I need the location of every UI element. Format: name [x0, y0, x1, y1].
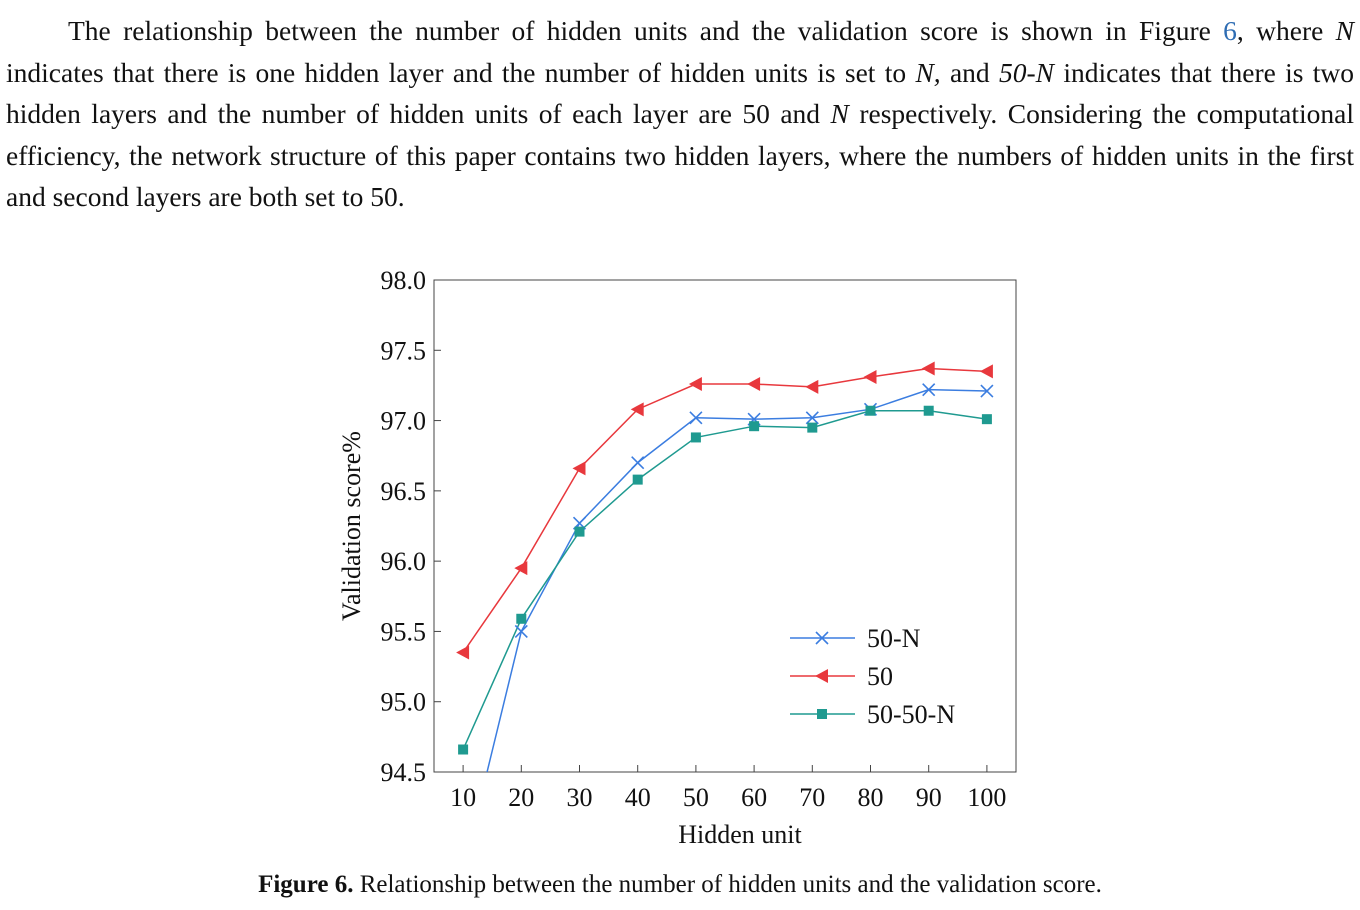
data-point-50 — [979, 364, 993, 379]
data-point-50 — [456, 645, 470, 660]
x-axis: 10 20 30 40 50 60 70 80 90 100 — [450, 765, 1006, 812]
paragraph-text: respectively. Considering the computatio… — [6, 98, 1355, 212]
data-point-50 — [747, 377, 761, 392]
figure-reference-link[interactable]: 6 — [1223, 15, 1237, 46]
series-line-50 — [462, 367, 987, 653]
x-tick-label: 40 — [625, 783, 651, 812]
data-point-50 — [630, 402, 644, 417]
paragraph-text: indicates that there is one hidden layer… — [6, 56, 907, 88]
marker-layer — [456, 361, 994, 867]
math-symbol: N, — [915, 56, 941, 88]
legend-label: 50-50-N — [867, 700, 955, 729]
data-point-50 — [514, 561, 528, 576]
legend-label: 50 — [867, 662, 893, 691]
y-tick-label: 95.5 — [381, 617, 427, 646]
body-paragraph: The relationship between the number of h… — [6, 10, 1354, 218]
series-line-50-N — [486, 388, 987, 772]
data-point-50-50-N — [807, 422, 818, 433]
math-symbol: 50-N — [999, 56, 1054, 88]
paragraph-text: and — [949, 56, 990, 88]
x-tick-label: 90 — [916, 783, 942, 812]
y-tick-label: 97.0 — [381, 407, 427, 436]
data-point-50-N — [922, 383, 936, 397]
legend-marker — [817, 709, 827, 719]
x-tick-label: 70 — [799, 783, 825, 812]
x-tick-label: 30 — [567, 783, 593, 812]
x-tick-label: 50 — [683, 783, 709, 812]
y-tick-label: 97.5 — [381, 336, 427, 365]
math-symbol: N — [1335, 15, 1354, 46]
data-point-50-50-N — [923, 405, 934, 416]
x-tick-label: 10 — [450, 783, 476, 812]
data-point-50-N — [805, 411, 819, 425]
y-tick-label: 96.5 — [381, 477, 427, 506]
y-axis: 94.5 95.0 95.5 96.0 96.5 97.0 97.5 98.0 — [381, 266, 441, 787]
data-point-50-50-N — [574, 526, 585, 537]
data-point-50-N — [631, 456, 645, 470]
data-point-50 — [572, 461, 586, 476]
y-tick-label: 96.0 — [381, 547, 427, 576]
y-tick-label: 94.5 — [381, 758, 427, 787]
x-tick-label: 20 — [508, 783, 534, 812]
plot-frame — [433, 279, 1017, 773]
paragraph-text: , where — [1236, 15, 1324, 46]
x-tick-label: 100 — [967, 783, 1006, 812]
figure-caption: Figure 6. Relationship between the numbe… — [0, 871, 1360, 899]
y-tick-label: 98.0 — [381, 266, 427, 295]
series-layer — [462, 367, 988, 772]
y-tick-label: 95.0 — [381, 688, 427, 717]
data-point-50-N — [980, 384, 994, 398]
data-point-50-50-N — [690, 432, 701, 443]
y-axis-label: Validation score% — [337, 431, 366, 621]
x-axis-label: Hidden unit — [678, 820, 802, 849]
series-line-50-50-N — [462, 409, 988, 750]
x-tick-label: 60 — [741, 783, 767, 812]
data-point-50 — [688, 377, 702, 392]
data-point-50-N — [457, 864, 469, 867]
data-point-50-N — [514, 624, 528, 638]
data-point-50-50-N — [516, 613, 527, 624]
paragraph-text: indicates that there is two hidden layer… — [6, 56, 1355, 130]
line-chart: 94.5 95.0 95.5 96.0 96.5 97.0 97.5 98.0 10 20 30 4… — [337, 266, 1017, 867]
legend-marker — [815, 669, 828, 683]
legend-marker — [815, 631, 829, 645]
data-point-50 — [921, 361, 935, 376]
caption-label: Figure 6. — [258, 871, 354, 898]
data-point-50 — [805, 379, 819, 394]
data-point-50 — [863, 369, 877, 384]
data-point-50-50-N — [749, 421, 760, 432]
paragraph-text: The relationship between the number of h… — [68, 15, 1211, 46]
chart-legend: 50-N 50 50-50-N — [790, 624, 955, 729]
data-point-50-50-N — [865, 405, 876, 416]
math-symbol: N — [830, 98, 849, 129]
data-point-50-N — [689, 411, 703, 425]
data-point-50-50-N — [981, 414, 992, 425]
data-point-50-50-N — [458, 744, 469, 755]
x-tick-label: 80 — [858, 783, 884, 812]
data-point-50-50-N — [632, 474, 643, 485]
legend-label: 50-N — [867, 624, 921, 653]
caption-text: Relationship between the number of hidde… — [359, 871, 1102, 898]
